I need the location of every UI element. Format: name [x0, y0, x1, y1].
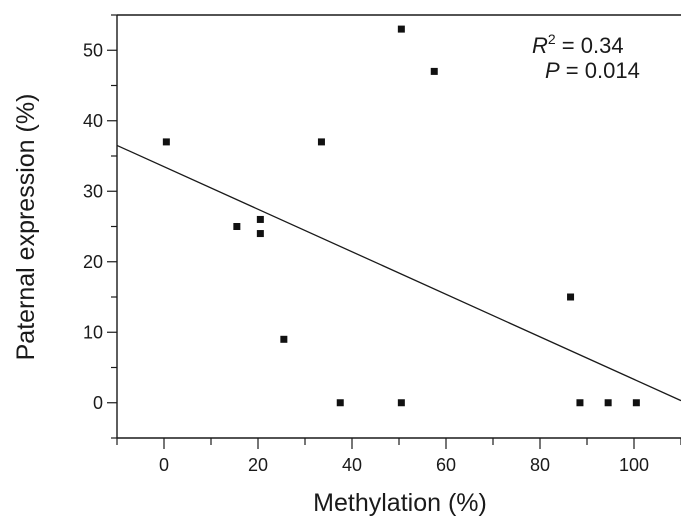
r-squared-value: = 0.34 — [556, 33, 624, 58]
y-tick-label: 50 — [83, 40, 103, 60]
x-tick-label: 0 — [159, 455, 169, 475]
data-point — [233, 223, 241, 230]
r-symbol: R — [532, 33, 548, 58]
regression-line — [116, 144, 681, 402]
x-tick-label: 80 — [530, 455, 550, 475]
data-point — [256, 230, 264, 238]
y-axis-ticks: 0 10 20 30 40 50 — [83, 14, 117, 439]
data-point — [336, 399, 344, 407]
y-tick-label: 40 — [83, 111, 103, 131]
data-point — [576, 399, 584, 407]
data-points — [162, 25, 640, 407]
data-point — [317, 138, 325, 146]
y-tick-label: 0 — [93, 393, 103, 413]
y-tick-label: 30 — [83, 181, 103, 201]
data-point — [280, 335, 288, 343]
data-point — [632, 399, 640, 407]
r-superscript: 2 — [548, 31, 556, 47]
p-value-annotation: P = 0.014 — [545, 58, 640, 83]
data-point — [604, 399, 612, 407]
x-tick-label: 60 — [436, 455, 456, 475]
x-tick-label: 20 — [248, 455, 268, 475]
x-tick-label: 100 — [619, 455, 649, 475]
data-point — [397, 399, 405, 407]
r-squared-annotation: R2 = 0.34 — [532, 31, 624, 58]
data-point — [430, 67, 438, 75]
p-symbol: P — [545, 58, 560, 83]
y-tick-label: 20 — [83, 252, 103, 272]
data-point — [567, 293, 575, 301]
data-point — [397, 25, 405, 33]
x-tick-label: 40 — [342, 455, 362, 475]
data-point — [162, 138, 170, 146]
y-axis-title: Paternal expression (%) — [12, 94, 40, 361]
p-value: = 0.014 — [560, 58, 640, 83]
x-axis-title: Methylation (%) — [313, 489, 487, 517]
data-point — [256, 215, 264, 223]
regression-line-group — [116, 144, 681, 402]
y-tick-label: 10 — [83, 322, 103, 342]
x-axis-ticks: 0 20 40 60 80 100 — [116, 438, 681, 475]
